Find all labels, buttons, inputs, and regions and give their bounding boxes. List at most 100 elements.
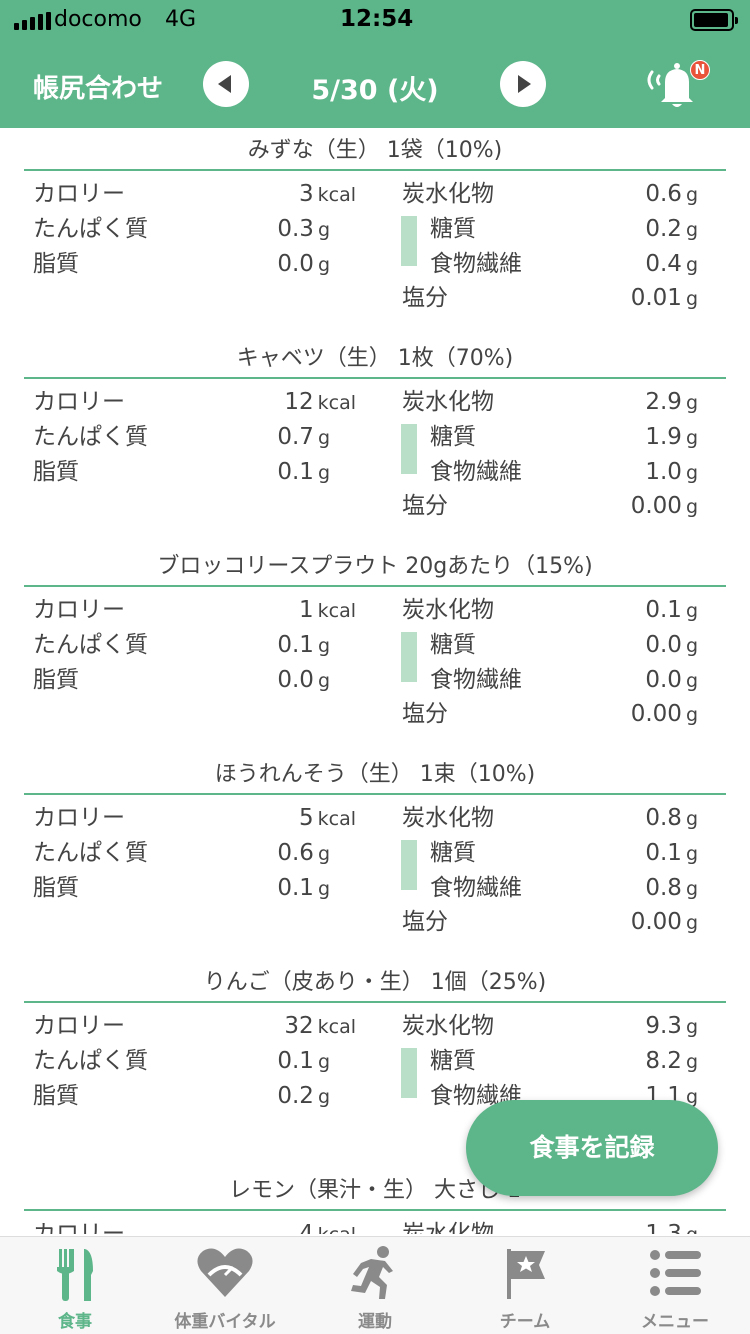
fat-number: 0.0 — [277, 251, 314, 277]
sugar-value: 0.1 g — [645, 837, 698, 869]
sugar-label: 糖質 — [430, 424, 476, 450]
fiber-label: 食物繊維 — [430, 875, 522, 901]
sugar-value: 0.2 g — [645, 213, 698, 245]
carbohydrate-unit: g — [685, 600, 698, 622]
calorie-number: 4 — [298, 1221, 314, 1234]
salt-unit: g — [685, 912, 698, 934]
fat-label: 脂質 — [33, 667, 79, 693]
food-item: ブロッコリースプラウト 20gあたり（15%) カロリー 1 kcal たんぱく質 0.1… — [0, 544, 750, 752]
fat-number: 0.2 — [277, 1083, 314, 1109]
food-item: キャベツ（生） 1枚（70%) カロリー 12 kcal たんぱく質 0.7 g 脂質 0.1 g… — [0, 336, 750, 544]
flag-star-icon — [507, 1249, 545, 1299]
protein-value: 0.1 g — [277, 629, 330, 661]
next-day-button[interactable] — [500, 61, 546, 107]
fat-unit: g — [317, 254, 330, 276]
food-divider — [24, 585, 726, 587]
carbohydrate-label: 炭水化物 — [402, 597, 494, 623]
prev-day-button[interactable] — [203, 61, 249, 107]
calorie-number: 5 — [298, 805, 314, 831]
food-title: レモン（果汁・生） 大さじ 1 — [229, 1178, 521, 1203]
fat-label: 脂質 — [33, 875, 79, 901]
food-divider — [24, 377, 726, 379]
heart-scale-icon — [197, 1248, 253, 1297]
food-title: ブロッコリースプラウト 20gあたり（15%) — [157, 554, 593, 579]
protein-number: 0.7 — [277, 424, 314, 450]
tab-team-label: チーム — [499, 1312, 551, 1332]
fiber-value: 1.0 g — [645, 456, 698, 488]
record-meal-button[interactable]: 食事を記録 — [466, 1100, 718, 1196]
calorie-unit: kcal — [318, 1224, 356, 1234]
sugar-number: 0.0 — [645, 632, 682, 658]
sugar-value: 0.0 g — [645, 629, 698, 661]
fiber-unit: g — [685, 670, 698, 692]
carbohydrate-number: 9.3 — [645, 1013, 682, 1039]
tab-meal[interactable]: 食事 — [0, 1237, 150, 1334]
fat-unit: g — [317, 462, 330, 484]
calorie-number: 12 — [284, 389, 314, 415]
fat-number: 0.1 — [277, 459, 314, 485]
protein-value: 0.7 g — [277, 421, 330, 453]
fiber-number: 0.0 — [645, 667, 682, 693]
fat-unit: g — [317, 878, 330, 900]
tab-menu[interactable]: メニュー — [600, 1237, 750, 1334]
page-title: 帳尻合わせ — [33, 74, 164, 104]
protein-label: たんぱく質 — [33, 216, 148, 242]
food-list[interactable]: みずな（生） 1袋（10%) カロリー 3 kcal たんぱく質 0.3 g 脂質 0.0 g 炭水… — [0, 128, 750, 1234]
salt-label: 塩分 — [402, 701, 448, 727]
fat-number: 0.1 — [277, 875, 314, 901]
carbohydrate-value: 9.3 g — [645, 1010, 698, 1042]
battery-icon — [690, 9, 738, 31]
calorie-label: カロリー — [33, 389, 125, 415]
fiber-unit: g — [685, 1086, 698, 1108]
chevron-right-icon — [518, 75, 531, 93]
carbohydrate-value: 0.6 g — [645, 178, 698, 210]
fat-value: 0.1 g — [277, 872, 330, 904]
calorie-value: 5 kcal — [299, 802, 356, 834]
tab-weight-vital[interactable]: 体重バイタル — [150, 1237, 300, 1334]
calorie-value: 32 kcal — [284, 1010, 356, 1042]
food-item: レモン（果汁・生） 大さじ 1 カロリー 4 kcal 炭水化物 1.3 g — [0, 1168, 750, 1234]
chevron-left-icon — [218, 75, 231, 93]
salt-label: 塩分 — [402, 909, 448, 935]
fat-number: 0.0 — [277, 667, 314, 693]
protein-number: 0.1 — [277, 632, 314, 658]
sugar-value: 8.2 g — [645, 1045, 698, 1077]
salt-value: 0.01 g — [631, 282, 698, 314]
protein-label: たんぱく質 — [33, 840, 148, 866]
food-item: みずな（生） 1袋（10%) カロリー 3 kcal たんぱく質 0.3 g 脂質 0.0 g 炭水… — [0, 128, 750, 336]
tab-team[interactable]: チーム — [450, 1237, 600, 1334]
salt-unit: g — [685, 704, 698, 726]
protein-unit: g — [317, 427, 330, 449]
carbohydrate-number: 0.8 — [645, 805, 682, 831]
network-label: 4G — [165, 7, 197, 32]
date-label: 5/30 (火) — [311, 75, 439, 106]
sugar-unit: g — [685, 635, 698, 657]
carbohydrate-number: 0.6 — [645, 181, 682, 207]
food-title: りんご（皮あり・生） 1個（25%) — [203, 970, 547, 995]
signal-icon — [14, 12, 51, 30]
status-time: 12:54 — [340, 6, 414, 32]
carbohydrate-value: 2.9 g — [645, 386, 698, 418]
protein-unit: g — [317, 219, 330, 241]
salt-number: 0.00 — [630, 493, 682, 519]
tab-bar: 食事 体重バイタル 運動 チーム メニュー — [0, 1236, 750, 1334]
calorie-value: 1 kcal — [299, 594, 356, 626]
carbohydrate-number: 2.9 — [645, 389, 682, 415]
status-bar: docomo 4G 12:54 — [0, 0, 750, 40]
protein-number: 0.3 — [277, 216, 314, 242]
fiber-number: 0.4 — [645, 251, 682, 277]
calorie-label: カロリー — [33, 181, 125, 207]
fork-knife-icon — [57, 1249, 93, 1301]
protein-value: 0.6 g — [277, 837, 330, 869]
tab-exercise[interactable]: 運動 — [300, 1237, 450, 1334]
sugar-number: 0.2 — [645, 216, 682, 242]
protein-label: たんぱく質 — [33, 1048, 148, 1074]
fat-unit: g — [317, 670, 330, 692]
food-divider — [24, 793, 726, 795]
notification-button[interactable]: N — [640, 58, 710, 110]
calorie-value: 4 kcal — [299, 1218, 356, 1234]
salt-unit: g — [685, 288, 698, 310]
calorie-number: 32 — [284, 1013, 314, 1039]
fiber-number: 0.8 — [645, 875, 682, 901]
fiber-value: 0.0 g — [645, 664, 698, 696]
